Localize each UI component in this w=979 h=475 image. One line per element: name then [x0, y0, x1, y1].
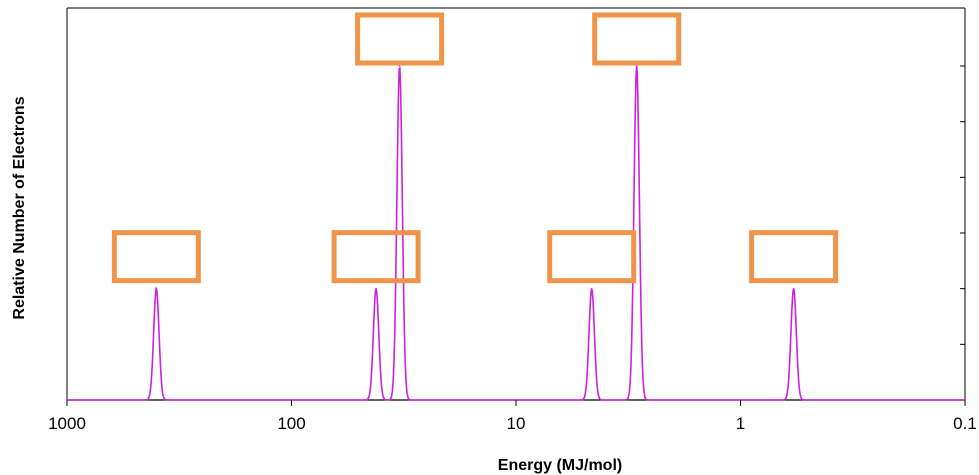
x-tick-label: 10	[507, 414, 526, 433]
y-axis-title: Relative Number of Electrons	[11, 96, 28, 319]
annotation-box	[111, 230, 201, 284]
peak-apex-point	[375, 287, 377, 290]
peak-apex-point	[792, 287, 795, 290]
peak-apex-point	[635, 65, 638, 67]
annotation-box	[331, 230, 421, 284]
x-tick-label: 1000	[48, 414, 86, 433]
x-tick-label: 100	[277, 414, 305, 433]
annotation-box	[547, 230, 637, 284]
peak-apex-point	[590, 287, 593, 290]
x-axis-title: Energy (MJ/mol)	[498, 457, 622, 474]
y-axis-ticks	[960, 65, 965, 345]
x-tick-label: 0.1	[953, 414, 977, 433]
x-tick-label: 1	[736, 414, 745, 433]
peak-apex-point	[398, 65, 401, 67]
annotation-box	[592, 12, 682, 66]
peak-apex-point	[155, 287, 158, 290]
x-axis-ticks: 1000 100 10 1 0.1	[48, 400, 977, 433]
annotation-box-layer	[111, 12, 839, 284]
annotation-box	[355, 12, 445, 66]
annotation-box	[749, 230, 839, 284]
plot-area	[66, 7, 966, 401]
